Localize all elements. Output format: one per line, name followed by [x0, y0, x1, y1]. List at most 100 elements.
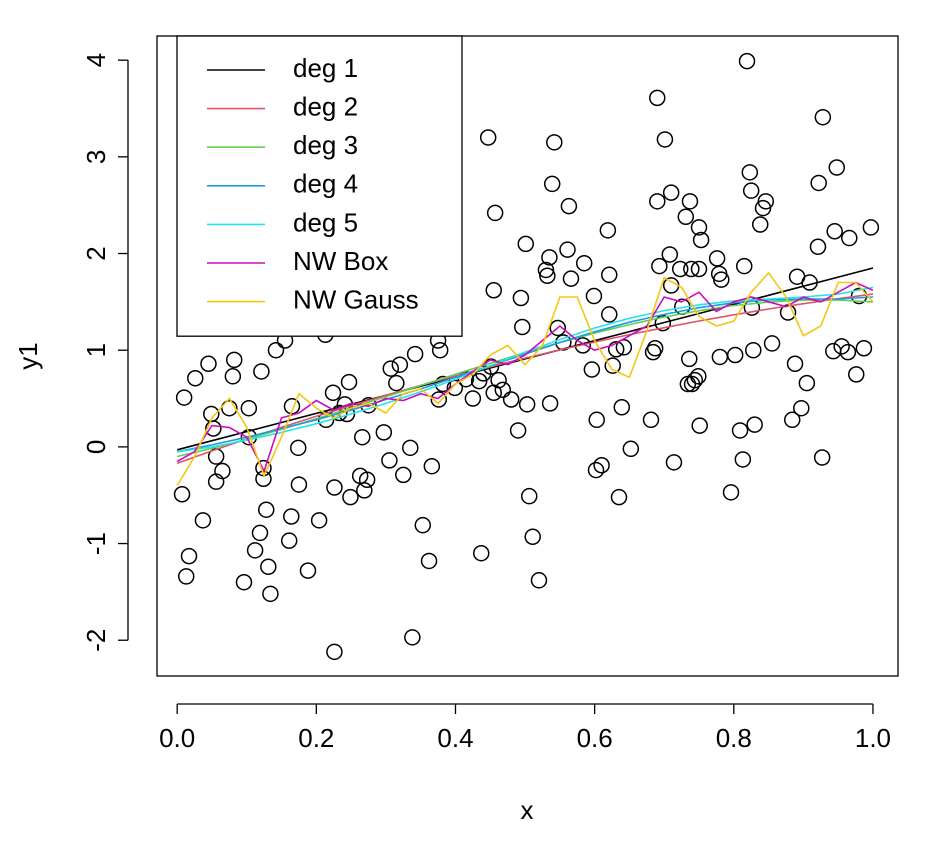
data-point — [240, 399, 258, 417]
data-point — [517, 235, 535, 253]
y-tick-label: 1 — [81, 343, 111, 357]
data-point — [342, 488, 359, 506]
data-point — [541, 395, 559, 412]
data-point — [826, 223, 843, 240]
data-point — [472, 544, 490, 562]
data-point — [751, 216, 769, 233]
data-point — [537, 261, 555, 279]
data-point — [326, 643, 343, 661]
data-point — [560, 197, 578, 215]
data-point — [175, 389, 193, 406]
data-point — [420, 552, 438, 570]
data-point — [711, 348, 729, 366]
x-tick-label: 0.2 — [298, 723, 334, 753]
data-point — [331, 404, 348, 422]
legend-label: NW Gauss — [293, 284, 419, 314]
data-point — [430, 391, 448, 408]
legend: deg 1 deg 2 deg 3 deg 4 deg 5 NW Box NW Gauss — [176, 35, 463, 337]
x-tick-label: 1.0 — [855, 723, 891, 753]
data-point — [662, 184, 680, 201]
data-point — [828, 159, 846, 176]
data-point — [644, 343, 662, 361]
data-point — [722, 484, 740, 501]
data-point — [587, 461, 605, 479]
data-point — [524, 528, 541, 546]
data-point — [601, 306, 618, 323]
data-point — [726, 346, 744, 364]
data-point — [559, 241, 576, 258]
data-point — [257, 501, 275, 518]
data-point — [404, 629, 421, 646]
data-point — [290, 476, 308, 493]
data-point — [814, 108, 832, 126]
data-point — [395, 466, 412, 484]
data-point — [180, 547, 198, 565]
data-point — [194, 512, 212, 529]
x-tick-label: 0.6 — [577, 723, 613, 753]
data-point — [549, 319, 567, 337]
data-point — [205, 420, 222, 437]
data-point — [382, 360, 400, 377]
data-point — [604, 357, 621, 374]
data-point — [651, 257, 668, 275]
data-point — [862, 219, 880, 236]
data-point — [841, 229, 858, 247]
legend-label: deg 3 — [293, 130, 358, 160]
y-axis-label: y1 — [13, 342, 43, 369]
data-point — [464, 390, 482, 407]
data-point — [601, 266, 618, 284]
y-tick-label: -2 — [81, 629, 111, 652]
data-point — [356, 482, 373, 499]
y-tick-label: 4 — [81, 53, 111, 67]
data-point — [671, 260, 689, 278]
x-tick-label: 0.8 — [716, 723, 752, 753]
fit-line — [177, 286, 874, 453]
data-point — [681, 193, 699, 210]
data-point — [358, 471, 376, 488]
data-point — [280, 532, 298, 549]
data-point — [646, 340, 664, 357]
data-point — [745, 341, 762, 359]
data-point — [253, 363, 270, 380]
data-point — [541, 249, 558, 266]
data-point — [388, 374, 405, 392]
data-point — [562, 270, 580, 287]
data-point — [283, 398, 301, 415]
data-point — [813, 449, 831, 466]
data-point — [690, 368, 707, 385]
y-tick-label: 0 — [81, 440, 111, 454]
data-point — [207, 473, 225, 490]
data-point — [665, 454, 683, 471]
data-point — [530, 572, 548, 589]
data-point — [599, 222, 617, 239]
data-point — [855, 340, 873, 357]
data-point — [494, 381, 512, 399]
data-point — [221, 399, 238, 417]
y-tick-label: 3 — [81, 150, 111, 164]
fit-line — [176, 293, 874, 465]
legend-label: NW Box — [293, 246, 388, 276]
data-point — [583, 361, 601, 378]
data-point — [375, 424, 393, 441]
data-point — [690, 219, 708, 236]
data-point — [738, 52, 756, 70]
data-point — [225, 351, 243, 369]
data-point — [539, 267, 556, 285]
legend-label: deg 5 — [293, 207, 358, 237]
data-point — [848, 366, 865, 383]
data-point — [690, 260, 708, 278]
data-point — [713, 271, 730, 288]
x-axis-label: x — [521, 795, 534, 825]
data-point — [485, 282, 503, 299]
data-point — [613, 398, 631, 416]
data-point — [825, 342, 842, 360]
data-point — [809, 238, 827, 256]
data-point — [850, 287, 868, 305]
data-point — [340, 373, 358, 391]
data-point — [502, 391, 520, 408]
data-point — [490, 371, 507, 389]
data-point — [512, 289, 530, 307]
data-point — [200, 355, 217, 372]
data-point — [289, 439, 307, 457]
